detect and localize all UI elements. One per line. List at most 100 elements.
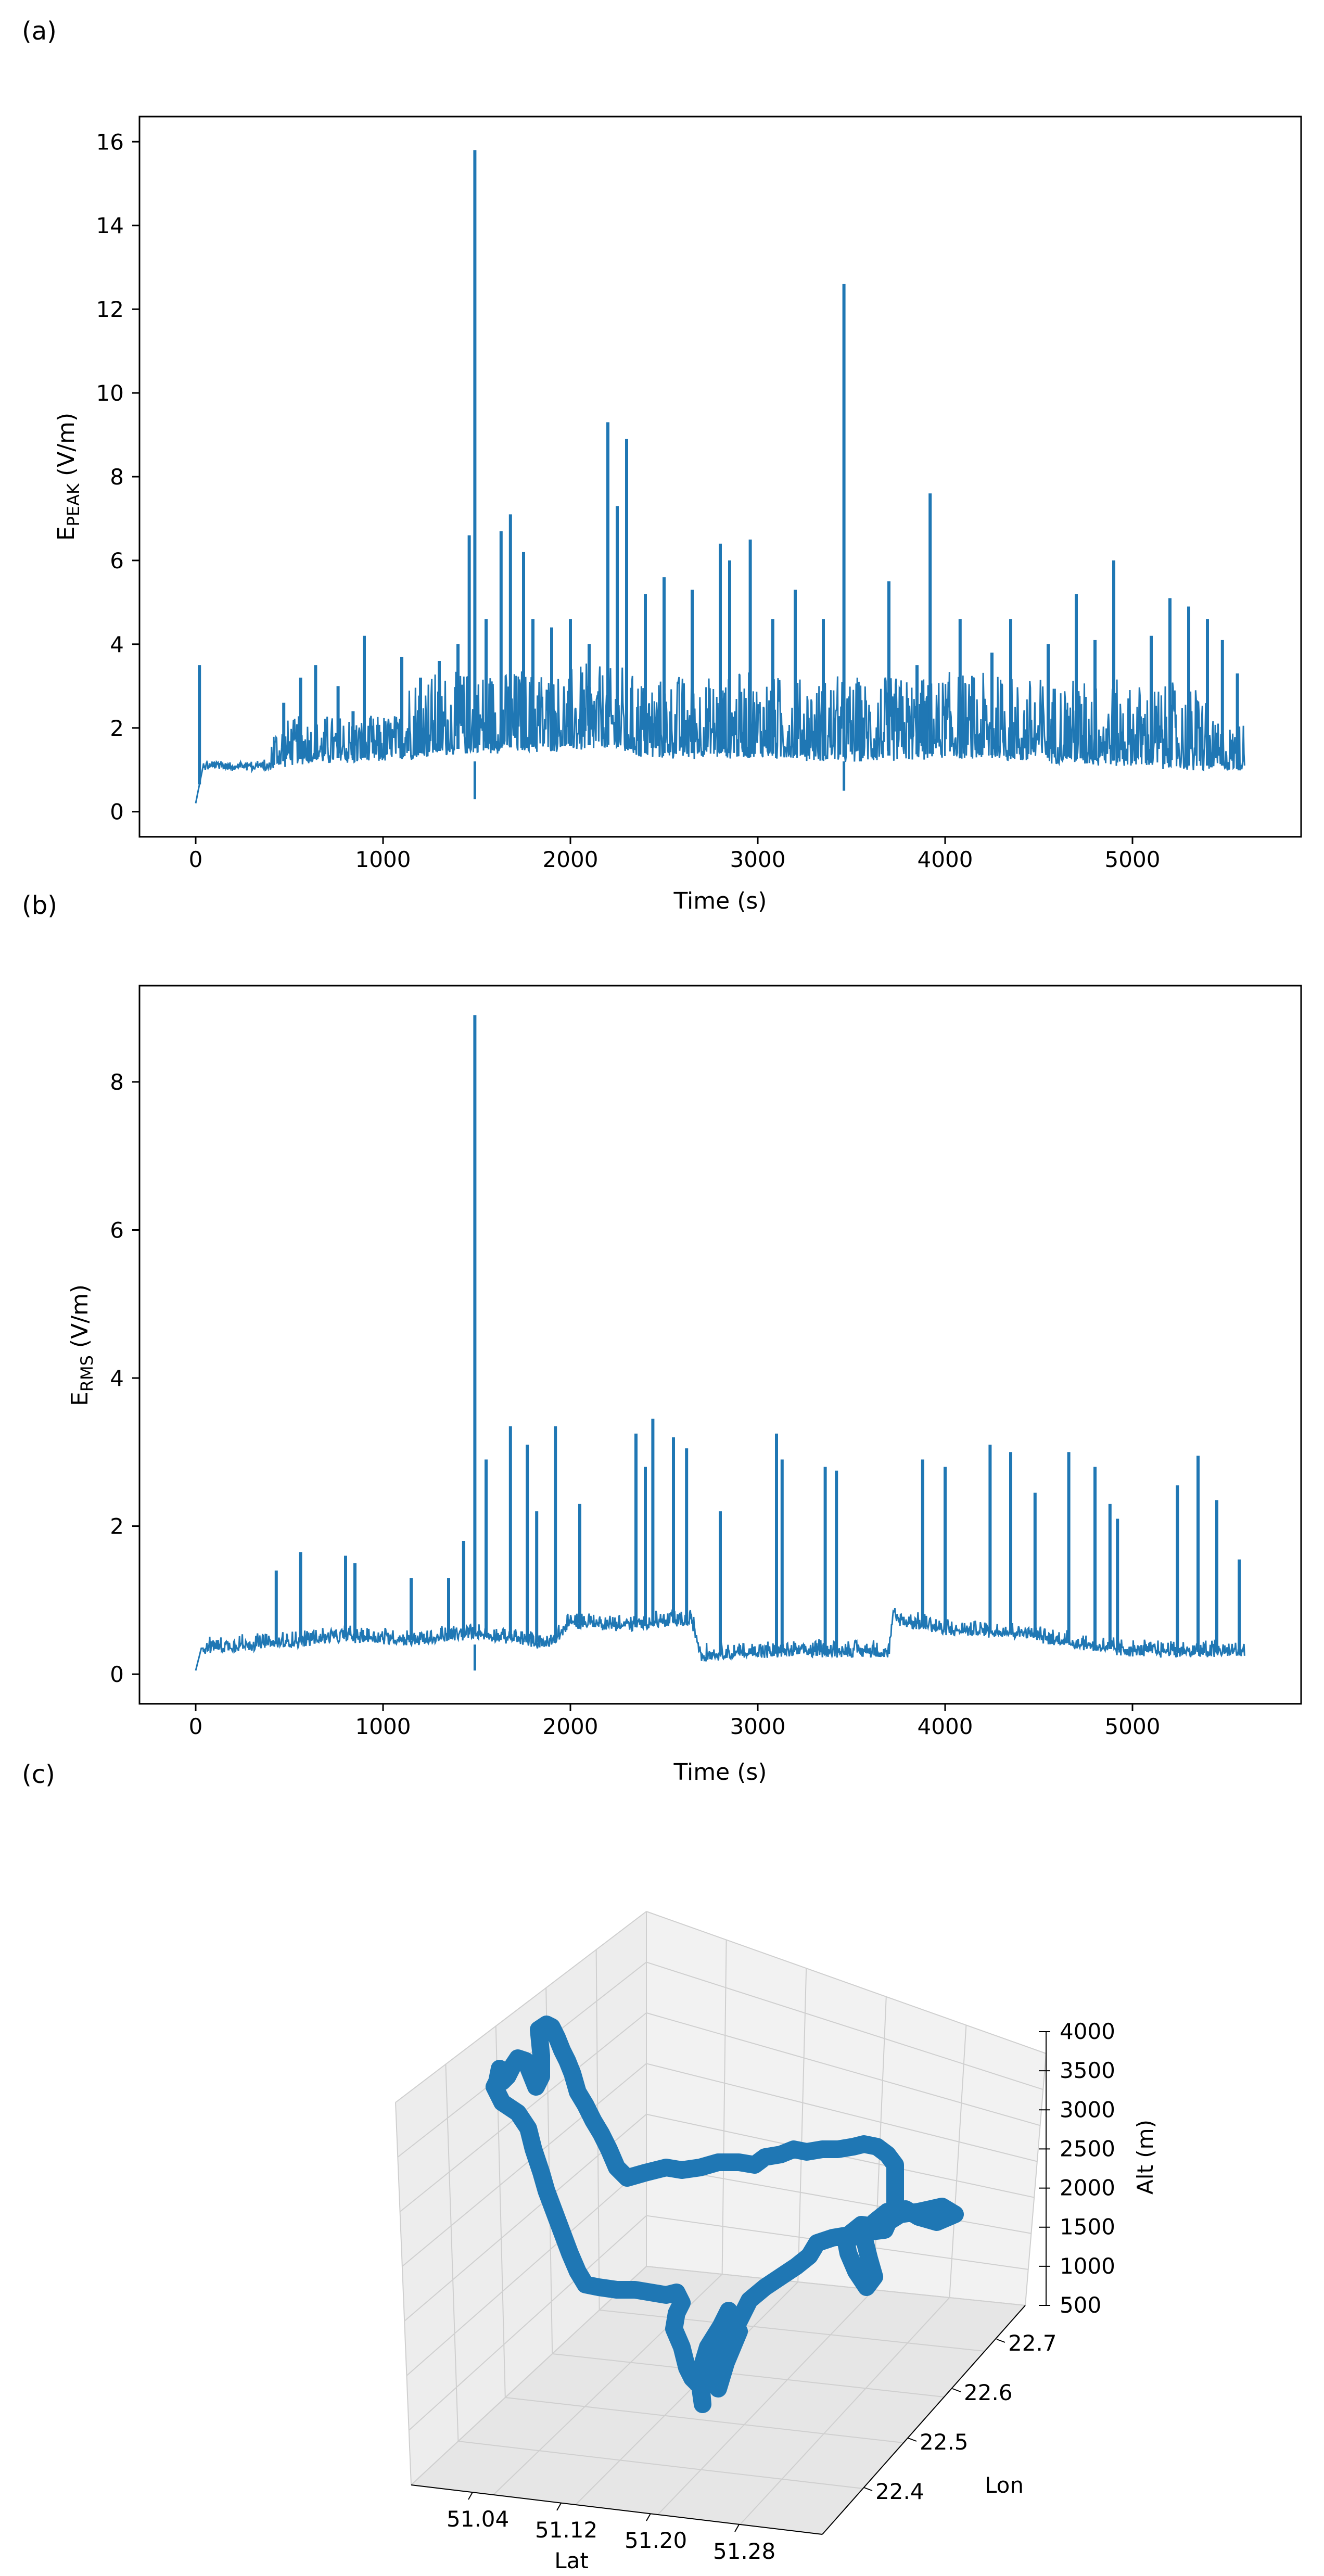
panel-b-ylabel: ERMS (V/m): [67, 1284, 97, 1406]
y-tick-label: 8: [110, 464, 124, 490]
panel-a-ylabel-unit: (V/m): [53, 413, 80, 483]
x-tick-label: 2000: [543, 847, 599, 872]
panel-c-lat-axis-line: [411, 2484, 823, 2535]
alt-tick-label: 500: [1060, 2292, 1101, 2318]
panel-a: (a) 0 1000 2000 3000 4000 5000 0 2 4 6 8 10 12 14 16 T…: [22, 17, 1302, 914]
alt-tick-label: 2500: [1060, 2136, 1115, 2161]
grid-line: [721, 1940, 727, 2275]
panel-b-axes-frame: [138, 985, 1302, 1705]
x-tick-label: 3000: [730, 1714, 786, 1739]
y-tick-label: 2: [110, 1514, 124, 1539]
alt-tick-label: 2000: [1060, 2175, 1115, 2201]
y-tick-label: 8: [110, 1069, 124, 1095]
grid-line: [395, 1911, 647, 2103]
alt-tick-label: 1500: [1060, 2214, 1115, 2240]
grid-line: [657, 2289, 874, 2515]
y-tick-label: 10: [96, 380, 124, 406]
x-tick-label: 0: [189, 847, 203, 872]
alt-tick-label: 4000: [1060, 2019, 1115, 2044]
x-tick-label: 4000: [918, 847, 973, 872]
y-tick-label: 0: [110, 799, 124, 825]
lat-tick-label: 51.28: [713, 2539, 775, 2564]
alt-tick-label: 3000: [1060, 2097, 1115, 2122]
lat-tick-label: 51.20: [625, 2528, 687, 2553]
lat-tick-label: 51.12: [535, 2517, 597, 2543]
lat-tick: [646, 2513, 651, 2521]
y-tick-label: 4: [110, 632, 124, 657]
lon-tick-label: 22.7: [1008, 2330, 1057, 2356]
lon-tick-label: 22.4: [875, 2479, 924, 2504]
lat-tick-label: 51.04: [447, 2506, 509, 2532]
lon-tick-label: 22.6: [964, 2380, 1013, 2405]
panel-b-ylabel-sub: RMS: [77, 1355, 97, 1392]
panel-c-label: (c): [22, 1760, 55, 1789]
x-tick-label: 1000: [355, 1714, 411, 1739]
x-tick-label: 4000: [918, 1714, 973, 1739]
lon-tick-label: 22.5: [920, 2429, 969, 2455]
lat-tick: [734, 2524, 740, 2532]
panel-a-ylabel-sub: PEAK: [63, 483, 83, 526]
x-tick-label: 1000: [355, 847, 411, 872]
alt-tick-label: 3500: [1060, 2058, 1115, 2083]
grid-line: [646, 1961, 1043, 2090]
panel-c: (c) 51.04 51.12 51.20 51.28 22.4 22.5 22.6 22.7…: [22, 1760, 1158, 2573]
panel-a-ticks: 0 1000 2000 3000 4000 5000 0 2 4 6 8 10 12 14 16: [96, 129, 1161, 872]
panel-c-ylabel: Lon: [985, 2472, 1024, 2498]
grid-line: [411, 2266, 647, 2485]
grid-line: [458, 2441, 863, 2489]
panel-c-flight-trajectory: [486, 2016, 964, 2413]
grid-line: [646, 2164, 1032, 2234]
y-tick-label: 2: [110, 716, 124, 741]
y-tick-label: 6: [110, 548, 124, 573]
x-tick-label: 3000: [730, 847, 786, 872]
panel-c-xlabel: Lat: [554, 2548, 589, 2573]
panel-b-plot-area: [195, 1015, 1245, 1671]
panel-c-lon-axis-line: [822, 2305, 1026, 2535]
panel-a-ylabel-main: E: [53, 526, 80, 541]
grid-line: [740, 2297, 950, 2525]
y-tick-label: 14: [96, 213, 124, 238]
y-tick-label: 0: [110, 1662, 124, 1687]
y-tick-label: 16: [96, 129, 124, 155]
y-tick-label: 12: [96, 297, 124, 322]
grid-line: [395, 2102, 412, 2485]
x-tick-label: 2000: [543, 1714, 599, 1739]
lon-tick: [996, 2339, 1005, 2343]
alt-tick-label: 1000: [1060, 2253, 1115, 2279]
grid-line: [646, 2266, 1026, 2306]
grid-line: [599, 2310, 985, 2352]
grid-line: [402, 2063, 647, 2267]
grid-line: [949, 2025, 967, 2298]
lon-tick: [863, 2487, 873, 2491]
lon-tick: [908, 2438, 917, 2442]
grid-line: [552, 2353, 945, 2398]
lat-tick: [556, 2503, 562, 2511]
grid-line: [575, 2281, 798, 2505]
grid-line: [646, 2012, 1040, 2126]
panel-b-xlabel: Time (s): [673, 1759, 767, 1786]
grid-line: [797, 1968, 807, 2282]
grid-line: [1025, 2053, 1047, 2306]
panel-b-ylabel-main: E: [67, 1392, 93, 1406]
x-tick-label: 5000: [1105, 847, 1161, 872]
panel-b-label: (b): [22, 891, 57, 920]
grid-line: [646, 2063, 1038, 2162]
panel-a-label: (a): [22, 17, 57, 46]
grid-line: [646, 1911, 1047, 2054]
lon-tick: [952, 2388, 961, 2392]
panel-b-ticks: 0 1000 2000 3000 4000 5000 0 2 4 6 8: [110, 1069, 1160, 1739]
panel-c-zlabel: Alt (m): [1132, 2120, 1158, 2195]
lat-tick: [468, 2492, 473, 2500]
panel-a-xlabel: Time (s): [673, 888, 767, 914]
y-tick-label: 4: [110, 1366, 124, 1391]
panel-c-floor-pane: [411, 2266, 1025, 2534]
grid-line: [505, 2397, 904, 2443]
panel-b-ylabel-unit: (V/m): [67, 1284, 93, 1355]
grid-line: [445, 2064, 459, 2442]
y-tick-label: 6: [110, 1217, 124, 1243]
x-tick-label: 0: [189, 1714, 203, 1739]
x-tick-label: 5000: [1105, 1714, 1161, 1739]
